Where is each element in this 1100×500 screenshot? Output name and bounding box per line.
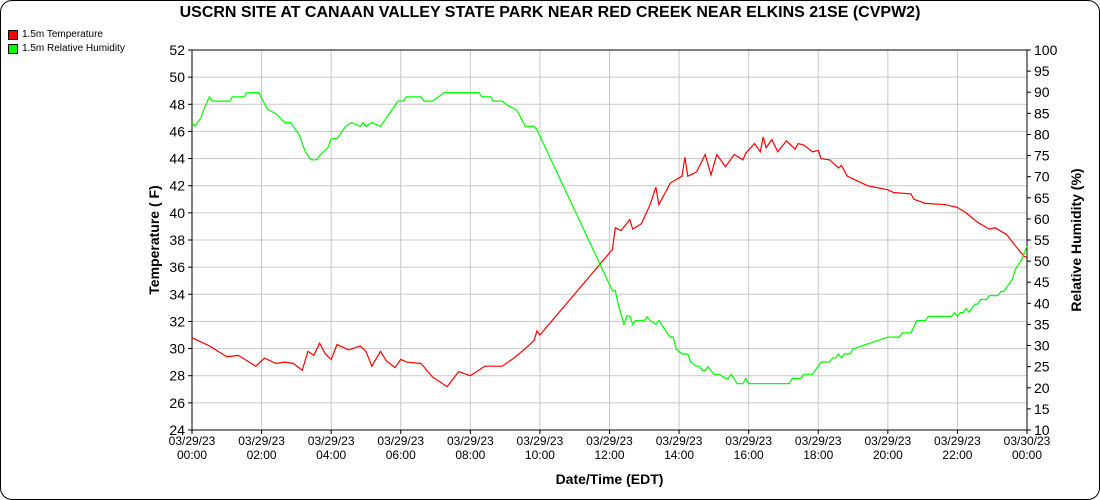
x-tick-time: 18:00 [803,448,833,462]
x-tick-date: 03/29/23 [656,434,703,448]
x-tick-time: 00:00 [1012,448,1042,462]
x-tick-time: 12:00 [594,448,624,462]
series-line-temperature [191,136,1028,388]
x-tick-date: 03/29/23 [795,434,842,448]
x-tick-date: 03/29/23 [308,434,355,448]
x-tick-date: 03/29/23 [586,434,633,448]
x-tick-date: 03/29/23 [238,434,285,448]
y2-tick-label: 75 [1034,148,1050,164]
x-tick-date: 03/29/23 [864,434,911,448]
y2-tick-label: 85 [1034,105,1050,121]
x-tick-time: 02:00 [247,448,277,462]
y-tick-label: 28 [169,368,185,384]
legend-swatch-temperature [8,30,18,40]
y-tick-label: 42 [169,178,185,194]
legend-swatch-humidity [8,44,18,54]
y2-tick-label: 95 [1034,63,1050,79]
y2-tick-label: 10 [1034,422,1050,438]
y2-tick-label: 50 [1034,253,1050,269]
y-tick-label: 52 [169,42,185,58]
legend: 1.5m Temperature 1.5m Relative Humidity [8,28,125,56]
y2-tick-label: 80 [1034,126,1050,142]
y-tick-label: 30 [169,341,185,357]
legend-item-temperature: 1.5m Temperature [8,28,125,42]
x-tick-time: 10:00 [525,448,555,462]
y2-tick-label: 15 [1034,401,1050,417]
y2-axis-title: Relative Humidity (%) [1068,168,1084,311]
x-tick-time: 20:00 [873,448,903,462]
y2-tick-label: 65 [1034,190,1050,206]
chart-title: USCRN SITE AT CANAAN VALLEY STATE PARK N… [179,4,921,21]
x-tick-date: 03/29/23 [517,434,564,448]
y-tick-label: 32 [169,313,185,329]
y2-tick-label: 20 [1034,380,1050,396]
y-tick-label: 40 [169,205,185,221]
y-tick-label: 44 [169,151,185,167]
x-tick-time: 16:00 [734,448,764,462]
legend-item-humidity: 1.5m Relative Humidity [8,42,125,56]
y2-tick-label: 25 [1034,359,1050,375]
x-tick-date: 03/30/23 [1004,434,1051,448]
y-tick-label: 24 [169,422,185,438]
y-tick-label: 48 [169,96,185,112]
x-tick-date: 03/29/23 [934,434,981,448]
x-tick-time: 00:00 [177,448,207,462]
x-tick-time: 06:00 [386,448,416,462]
y-tick-label: 46 [169,123,185,139]
y-tick-label: 26 [169,395,185,411]
legend-label-temperature: 1.5m Temperature [22,29,103,40]
x-tick-date: 03/29/23 [447,434,494,448]
y-tick-label: 50 [169,69,185,85]
y-tick-label: 38 [169,232,185,248]
y-axis-title: Temperature ( F) [146,185,162,294]
y2-tick-label: 70 [1034,169,1050,185]
x-axis-title: Date/Time (EDT) [556,471,664,487]
y2-tick-label: 55 [1034,232,1050,248]
y2-tick-label: 45 [1034,274,1050,290]
y2-tick-label: 100 [1034,42,1058,58]
x-tick-date: 03/29/23 [725,434,772,448]
series-line-humidity [191,91,1028,385]
x-tick-time: 08:00 [455,448,485,462]
y2-tick-label: 90 [1034,84,1050,100]
x-tick-time: 04:00 [316,448,346,462]
x-tick-time: 22:00 [942,448,972,462]
x-tick-time: 14:00 [664,448,694,462]
x-tick-date: 03/29/23 [169,434,216,448]
y2-tick-label: 40 [1034,295,1050,311]
y2-tick-label: 30 [1034,338,1050,354]
y-tick-label: 34 [169,286,185,302]
y2-tick-label: 35 [1034,316,1050,332]
y-tick-label: 36 [169,259,185,275]
x-tick-date: 03/29/23 [377,434,424,448]
y2-tick-label: 60 [1034,211,1050,227]
legend-label-humidity: 1.5m Relative Humidity [22,43,125,54]
